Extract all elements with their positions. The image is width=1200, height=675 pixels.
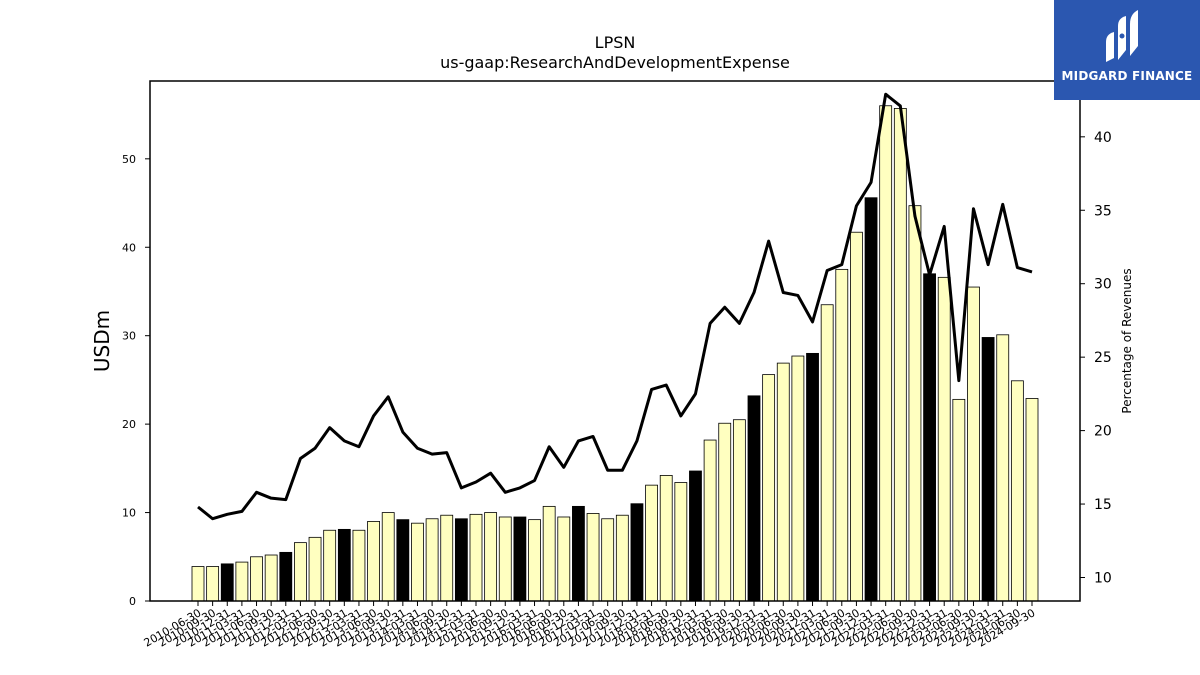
- bar-2011-03-31: [235, 561, 249, 602]
- bar-2010-09-30: [206, 566, 220, 602]
- bar-2017-03-31: [586, 513, 600, 602]
- bar-2013-12-31: [396, 519, 410, 602]
- bar-2022-06-30: [893, 108, 907, 602]
- bar-2021-12-31: [864, 197, 878, 602]
- bar-2011-09-30: [264, 554, 278, 602]
- bar-2017-09-30: [615, 514, 629, 602]
- y-tick-label: 50: [122, 153, 136, 166]
- bar-2011-12-31: [279, 551, 293, 602]
- bar-2021-03-31: [820, 304, 834, 602]
- bar-2017-06-30: [601, 518, 615, 602]
- bar-2018-06-30: [659, 475, 673, 602]
- y2-tick-label: 10: [1094, 570, 1112, 586]
- y-tick-label: 20: [122, 418, 136, 431]
- bar-2010-12-31: [220, 563, 234, 602]
- bar-2023-12-31: [981, 337, 995, 602]
- y-axis-label: USDm: [90, 310, 114, 372]
- chart-title: LPSN: [595, 33, 636, 52]
- bar-2020-06-30: [776, 362, 790, 602]
- y-tick-label: 10: [122, 507, 136, 520]
- bar-2024-09-30: [1025, 398, 1039, 602]
- bar-2016-09-30: [557, 516, 571, 602]
- bar-2020-03-31: [762, 374, 776, 602]
- y-tick-label: 30: [122, 330, 136, 343]
- bar-2023-03-31: [937, 276, 951, 602]
- bar-2014-06-30: [425, 518, 439, 602]
- y2-tick-label: 40: [1094, 130, 1112, 146]
- bar-2017-12-31: [630, 503, 644, 602]
- bar-2012-06-30: [308, 536, 322, 602]
- y-tick-label: 40: [122, 241, 136, 254]
- bar-2016-06-30: [542, 505, 556, 602]
- bar-2020-12-31: [806, 352, 819, 602]
- bar-2014-09-30: [440, 514, 454, 602]
- bar-2019-03-31: [703, 439, 717, 602]
- y2-tick-label: 20: [1094, 424, 1112, 440]
- bar-2015-03-31: [469, 513, 483, 602]
- chart-subtitle: us-gaap:ResearchAndDevelopmentExpense: [440, 53, 790, 72]
- y2-tick-label: 35: [1094, 203, 1112, 219]
- bar-2010-06-30: [191, 566, 205, 602]
- bar-2015-06-30: [484, 512, 498, 602]
- bar-2022-03-31: [879, 105, 893, 602]
- bar-2013-03-31: [352, 529, 366, 602]
- y2-tick-label: 15: [1094, 497, 1112, 513]
- bar-2014-03-31: [411, 522, 424, 602]
- bar-2024-03-31: [996, 334, 1010, 602]
- bar-2019-12-31: [747, 395, 761, 602]
- bar-2018-12-31: [689, 470, 702, 602]
- logo-mark-icon: [1106, 10, 1138, 62]
- bar-2024-06-30: [1010, 380, 1024, 602]
- bar-2013-06-30: [367, 521, 380, 602]
- bar-2012-09-30: [323, 529, 337, 602]
- bar-2021-06-30: [835, 268, 849, 602]
- bar-2013-09-30: [381, 512, 395, 602]
- bar-2018-09-30: [674, 482, 688, 602]
- bar-2011-06-30: [250, 556, 263, 602]
- bar-2019-06-30: [718, 422, 732, 602]
- bar-2020-09-30: [791, 355, 805, 602]
- y2-axis-label: Percentage of Revenues: [1120, 268, 1134, 413]
- bar-2015-09-30: [498, 516, 512, 602]
- y-tick-label: 0: [129, 595, 136, 608]
- plot-frame: [149, 80, 1081, 602]
- bar-2014-12-31: [454, 518, 468, 602]
- bar-2023-09-30: [967, 286, 980, 602]
- bar-2016-12-31: [572, 505, 585, 602]
- bar-2021-09-30: [850, 231, 863, 602]
- bar-2012-03-31: [294, 542, 307, 602]
- bar-2019-09-30: [732, 419, 746, 602]
- bar-2023-06-30: [952, 398, 966, 602]
- bar-2016-03-31: [528, 519, 541, 602]
- logo-text: MIDGARD FINANCE: [1061, 69, 1193, 83]
- bar-2022-12-31: [923, 273, 936, 602]
- axes: 01020304050101520253035402010-06-302010-…: [122, 80, 1112, 650]
- percentage-of-revenues-line: [197, 92, 1033, 521]
- y2-tick-label: 30: [1094, 277, 1112, 293]
- y2-tick-label: 25: [1094, 350, 1112, 366]
- bar-2022-09-30: [908, 205, 922, 602]
- midgard-finance-logo: MIDGARD FINANCE: [1054, 0, 1200, 100]
- bar-2012-12-31: [337, 528, 351, 602]
- line-series: [197, 92, 1033, 521]
- bar-2015-12-31: [513, 516, 527, 602]
- bar-2018-03-31: [645, 484, 658, 602]
